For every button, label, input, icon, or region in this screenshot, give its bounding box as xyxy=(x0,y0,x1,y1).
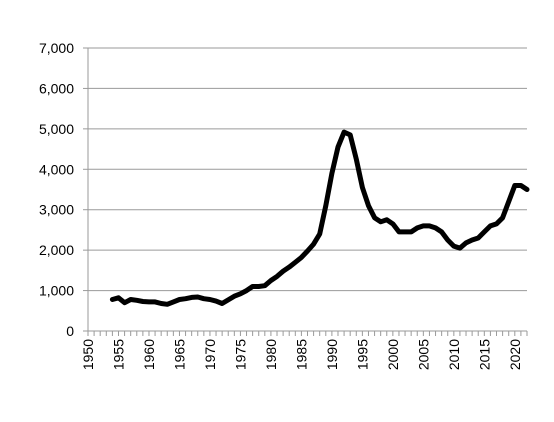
x-tick-label-2005: 2005 xyxy=(415,339,431,370)
x-tick-label-1975: 1975 xyxy=(232,339,248,370)
axes xyxy=(83,47,528,336)
x-tick-label-1965: 1965 xyxy=(171,339,187,370)
x-tick-label-1960: 1960 xyxy=(141,339,157,370)
gridlines xyxy=(88,47,527,292)
x-tick-label-1990: 1990 xyxy=(324,339,340,370)
y-tick-label-1000: 1,000 xyxy=(39,283,74,299)
x-tick-label-2000: 2000 xyxy=(385,339,401,370)
y-tick-label-4000: 4,000 xyxy=(39,161,74,177)
x-tick-label-1970: 1970 xyxy=(202,339,218,370)
x-tick-label-1995: 1995 xyxy=(354,339,370,370)
y-tick-label-5000: 5,000 xyxy=(39,121,74,137)
y-tick-label-7000: 7,000 xyxy=(39,40,74,56)
x-tick-label-1955: 1955 xyxy=(110,339,126,370)
x-tick-label-2015: 2015 xyxy=(476,339,492,370)
x-tick-label-2010: 2010 xyxy=(446,339,462,370)
y-axis-tick-labels: 0 1,000 2,000 3,000 4,000 5,000 6,000 7,000 xyxy=(39,40,74,339)
x-tick-label-1980: 1980 xyxy=(263,339,279,370)
y-tick-label-6000: 6,000 xyxy=(39,80,74,96)
series-line-0 xyxy=(109,129,530,307)
x-axis-tick-labels: 1950 1955 1960 1965 1970 1975 1980 1985 1990 1995… xyxy=(80,339,523,370)
series-lines xyxy=(109,129,530,307)
x-tick-label-2020: 2020 xyxy=(507,339,523,370)
y-tick-label-0: 0 xyxy=(66,323,74,339)
y-tick-label-2000: 2,000 xyxy=(39,242,74,258)
x-tick-label-1950: 1950 xyxy=(80,339,96,370)
x-tick-label-1985: 1985 xyxy=(293,339,309,370)
y-tick-label-3000: 3,000 xyxy=(39,202,74,218)
